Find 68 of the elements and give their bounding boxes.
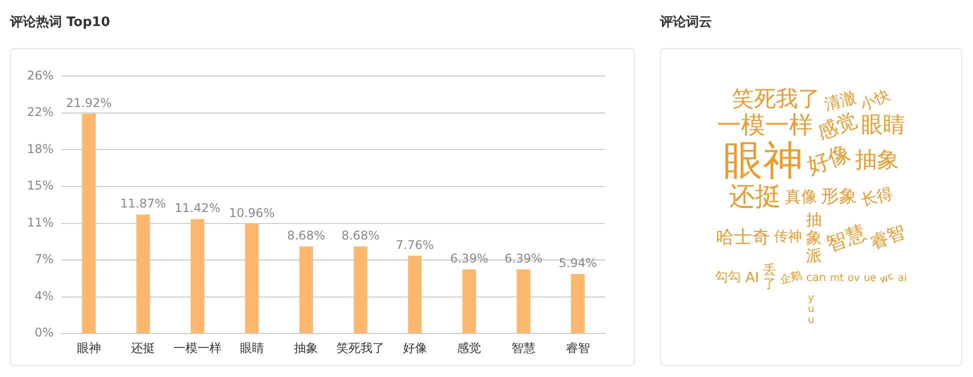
data-label: 8.68%	[287, 228, 326, 243]
bar	[571, 274, 585, 334]
x-tick-label: 抽象	[294, 340, 318, 355]
bar	[82, 114, 96, 334]
text: 清澈	[822, 86, 858, 114]
y-tick-label: 11%	[27, 215, 54, 230]
bar	[516, 270, 530, 334]
y-tick-label: 0%	[34, 326, 54, 340]
bar	[462, 270, 476, 334]
text: AI	[745, 270, 760, 286]
text: 一模一样	[717, 111, 813, 140]
data-label: 5.94%	[558, 256, 597, 270]
text: wc	[878, 270, 896, 286]
text: ue	[864, 272, 876, 284]
text: 抽象派	[806, 210, 822, 265]
x-tick-label: 还挺	[131, 340, 156, 355]
text: 形象	[821, 186, 857, 208]
y-tick-label: 22%	[27, 105, 54, 120]
bar	[136, 214, 150, 334]
x-tick-label: 眼睛	[240, 340, 264, 355]
data-label: 7.76%	[396, 238, 434, 252]
text: 真像	[785, 187, 817, 206]
data-label: 11.42%	[174, 201, 220, 216]
data-label: 11.87%	[120, 196, 166, 211]
bar	[299, 246, 313, 334]
bar	[408, 256, 422, 334]
text: 哈士奇	[716, 226, 770, 248]
text: 小快	[858, 86, 892, 114]
bar	[190, 219, 204, 334]
text: 还挺	[729, 182, 781, 212]
text: 长得	[859, 184, 895, 210]
data-label: 10.96%	[228, 206, 275, 220]
x-tick-label: 智慧	[512, 340, 536, 355]
text: mt	[830, 272, 844, 284]
text: 勾勾	[715, 270, 742, 286]
text: 企鹅	[778, 269, 804, 287]
bar	[354, 246, 368, 334]
data-label: 21.92%	[66, 96, 112, 110]
chart-title: 评论热词 Top10	[10, 14, 111, 32]
text: 眼神	[723, 138, 803, 184]
text: 传神	[774, 229, 802, 246]
x-tick-label: 一模一样	[174, 340, 222, 355]
text: ai	[898, 272, 907, 284]
text: 好像	[804, 140, 854, 180]
y-tick-label: 4%	[34, 288, 54, 303]
text: 笑死我了	[732, 87, 820, 112]
x-tick-label: 睿智	[566, 340, 590, 355]
text: 眼睛	[861, 112, 905, 138]
data-label: 6.39%	[504, 252, 543, 266]
y-tick-label: 26%	[27, 68, 54, 82]
text: can	[806, 271, 826, 285]
y-tick-label: 15%	[27, 178, 54, 193]
x-tick-label: 好像	[402, 340, 427, 355]
data-label: 8.68%	[341, 228, 380, 243]
y-tick-label: 7%	[34, 252, 54, 266]
x-tick-label: 感觉	[457, 340, 482, 355]
bar	[245, 224, 259, 334]
text: 智慧	[823, 220, 869, 256]
x-tick-label: 眼神	[76, 340, 101, 355]
y-tick-label: 18%	[27, 142, 54, 156]
text: ov	[848, 272, 860, 284]
text: 睿智	[867, 221, 908, 254]
text: 抽象	[855, 148, 899, 173]
text: 评论词云	[660, 14, 713, 32]
text: yuu	[806, 292, 816, 326]
x-tick-label: 笑死我了	[336, 340, 384, 355]
text: 丢了	[763, 263, 776, 293]
data-label: 6.39%	[450, 252, 488, 266]
